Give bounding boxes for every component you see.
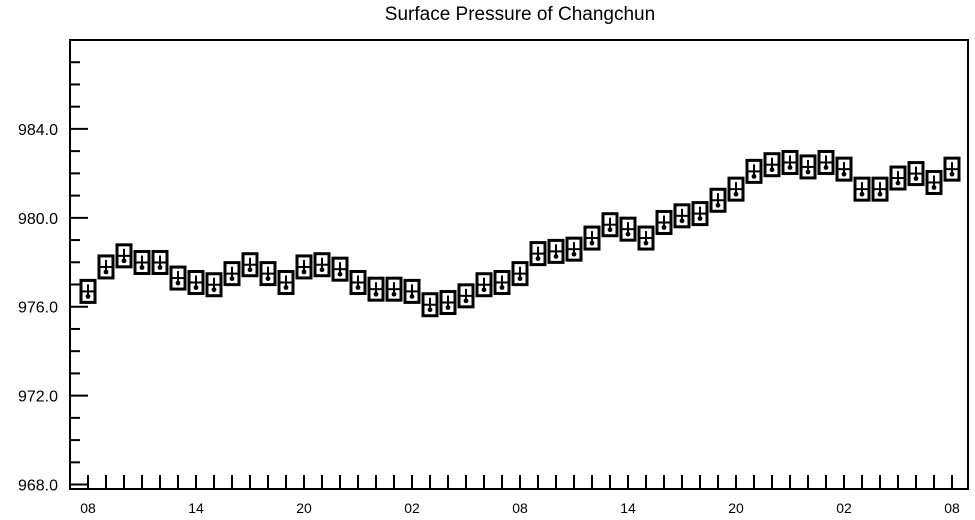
box-marker	[727, 176, 745, 202]
box-marker	[601, 212, 619, 238]
x-axis: 08 14 20 02 08 14 20 02 08	[80, 475, 960, 516]
box-marker	[151, 250, 169, 275]
box-marker	[169, 265, 187, 291]
box-marker	[871, 176, 889, 202]
x-tick-label: 20	[728, 500, 744, 516]
box-marker	[475, 272, 493, 298]
box-marker	[691, 201, 709, 227]
box-marker	[583, 225, 601, 251]
box-marker	[511, 261, 529, 287]
box-marker	[115, 243, 133, 269]
box-marker	[817, 149, 835, 175]
box-marker	[889, 165, 907, 191]
box-marker	[313, 252, 331, 278]
box-marker	[187, 270, 205, 296]
box-marker	[547, 238, 565, 264]
x-tick-label: 20	[296, 500, 312, 516]
box-marker	[655, 209, 673, 235]
box-marker	[925, 169, 943, 195]
box-marker	[529, 241, 547, 267]
box-marker	[565, 236, 583, 262]
y-tick-label: 980.0	[18, 211, 58, 228]
box-marker	[223, 261, 241, 287]
box-marker	[943, 156, 961, 182]
x-tick-label: 14	[188, 500, 204, 516]
box-marker	[673, 203, 691, 229]
box-marker	[421, 292, 439, 318]
box-marker	[349, 270, 367, 296]
box-marker	[277, 270, 295, 296]
y-tick-label: 968.0	[18, 478, 58, 495]
box-marker	[493, 270, 511, 296]
box-marker	[205, 272, 223, 298]
box-marker	[709, 187, 727, 213]
x-tick-label: 14	[620, 500, 636, 516]
box-marker	[799, 154, 817, 180]
box-marker	[97, 254, 115, 280]
box-marker	[331, 256, 349, 282]
y-tick-label: 984.0	[18, 122, 58, 139]
x-tick-label: 08	[80, 500, 96, 516]
box-marker	[259, 261, 277, 287]
box-marker	[79, 278, 97, 304]
chart-title: Surface Pressure of Changchun	[384, 4, 656, 25]
box-marker	[763, 152, 781, 178]
box-series	[79, 149, 961, 318]
box-marker	[133, 250, 151, 275]
box-marker	[907, 161, 925, 187]
box-marker	[619, 216, 637, 242]
y-axis: 968.0 972.0 976.0 980.0 984.0	[18, 39, 88, 495]
box-marker	[637, 225, 655, 251]
box-marker	[781, 149, 799, 175]
plot-frame	[69, 39, 969, 490]
box-marker	[295, 254, 313, 280]
x-tick-label: 02	[836, 500, 852, 516]
box-marker	[835, 156, 853, 182]
box-marker	[853, 176, 871, 202]
box-marker	[457, 283, 475, 309]
y-tick-label: 972.0	[18, 389, 58, 406]
box-marker	[367, 276, 385, 302]
y-tick-label: 976.0	[18, 300, 58, 317]
box-marker	[403, 278, 421, 304]
x-tick-label: 08	[944, 500, 960, 516]
box-marker	[745, 158, 763, 184]
x-tick-label: 08	[512, 500, 528, 516]
x-tick-label: 02	[404, 500, 420, 516]
box-marker	[241, 252, 259, 278]
box-marker	[439, 290, 457, 316]
box-marker	[385, 276, 403, 302]
